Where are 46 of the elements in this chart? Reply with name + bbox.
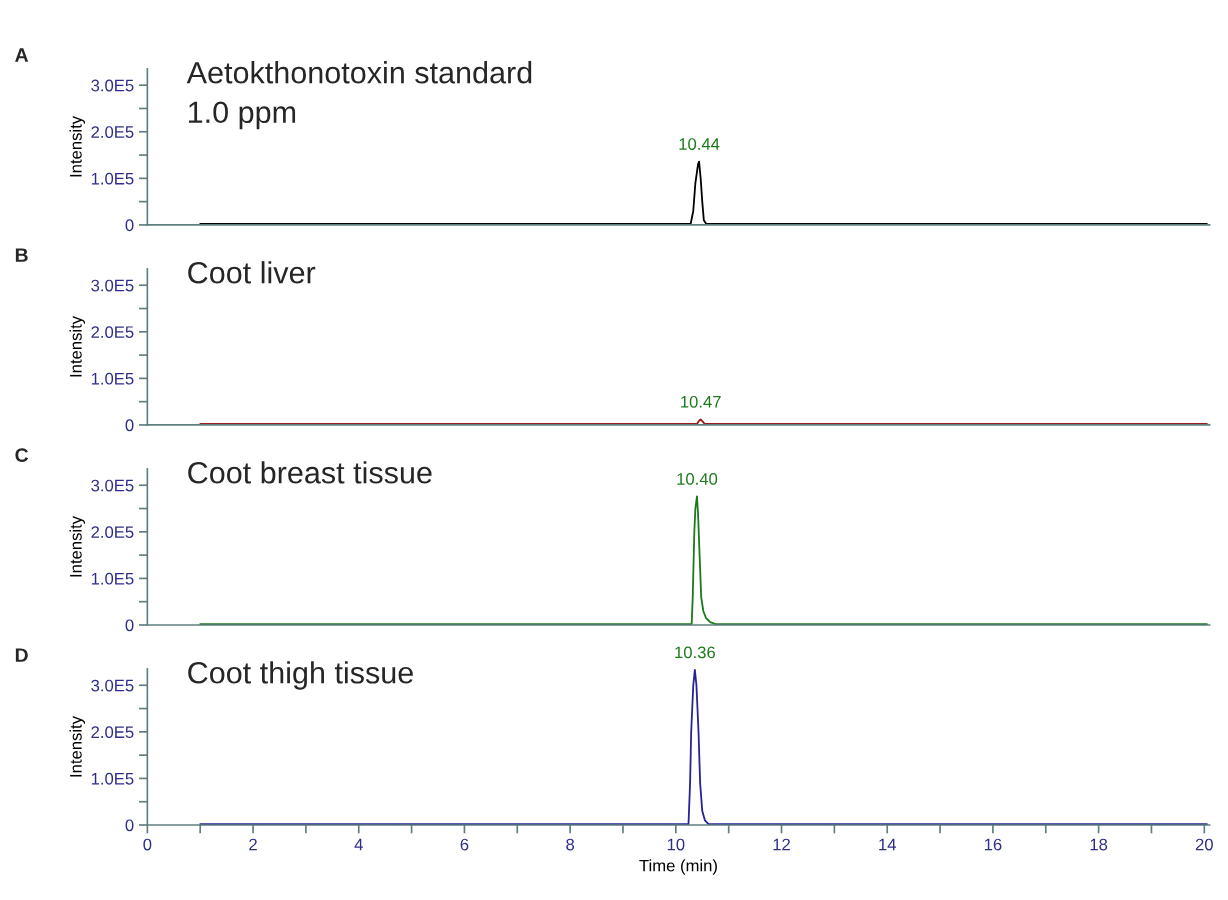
annotation: 10.36 [675,646,715,659]
x-tick-label: 14 [879,838,896,851]
y-tick-label: 2.0E5 [91,726,134,739]
annotation: Coot thigh tissue [188,661,413,690]
x-tick-label: 16 [984,838,1002,851]
y-tick-label: 1.0E5 [91,372,134,385]
y-axis-title: Intensity [69,115,86,177]
y-tick-label: 3.0E5 [91,79,134,92]
y-tick-label: 1.0E5 [91,572,134,585]
y-tick-label: 3.0E5 [91,479,134,492]
y-tick-label: 1.0E5 [91,772,134,785]
y-tick-label: 2.0E5 [91,526,134,539]
y-tick-label: 0 [125,419,134,432]
x-tick-label: 20 [1195,838,1213,851]
x-tick-label: 4 [354,838,363,851]
y-axis-title: Intensity [69,315,86,377]
x-tick-label: 6 [460,838,469,851]
y-tick-label: 1.0E5 [91,172,134,185]
y-tick-label: 2.0E5 [91,126,134,138]
y-tick-label: 0 [125,619,134,632]
chart-title: D [15,648,28,662]
annotation: 10.44 [679,138,720,150]
chart-title: A [15,48,29,62]
x-axis-title: Time (min) [639,859,717,875]
chart-title: B [15,248,28,262]
x-tick-label: 0 [143,838,152,851]
y-axis-title: Intensity [69,515,86,577]
y-tick-label: 3.0E5 [91,279,134,292]
y-tick-label: 3.0E5 [91,679,134,692]
line-series [199,160,1208,225]
x-tick-label: 10 [667,838,685,851]
x-tick-label: 8 [566,838,575,851]
y-tick-label: 0 [125,819,134,832]
line-series [199,495,1208,625]
y-tick-label: 2.0E5 [91,326,134,339]
annotation: Coot liver [188,261,316,284]
annotation: Coot breast tissue [188,461,432,484]
annotation: 10.47 [681,395,721,408]
chart-title: C [15,448,29,462]
y-tick-label: 0 [125,219,134,232]
annotation: Aetokthonotoxin standard 1.0 ppm [186,61,532,130]
annotation: 10.40 [677,473,718,485]
x-tick-label: 12 [773,838,790,851]
y-axis-title: Intensity [69,715,86,777]
x-tick-label: 2 [249,838,257,851]
x-tick-label: 18 [1090,838,1108,851]
